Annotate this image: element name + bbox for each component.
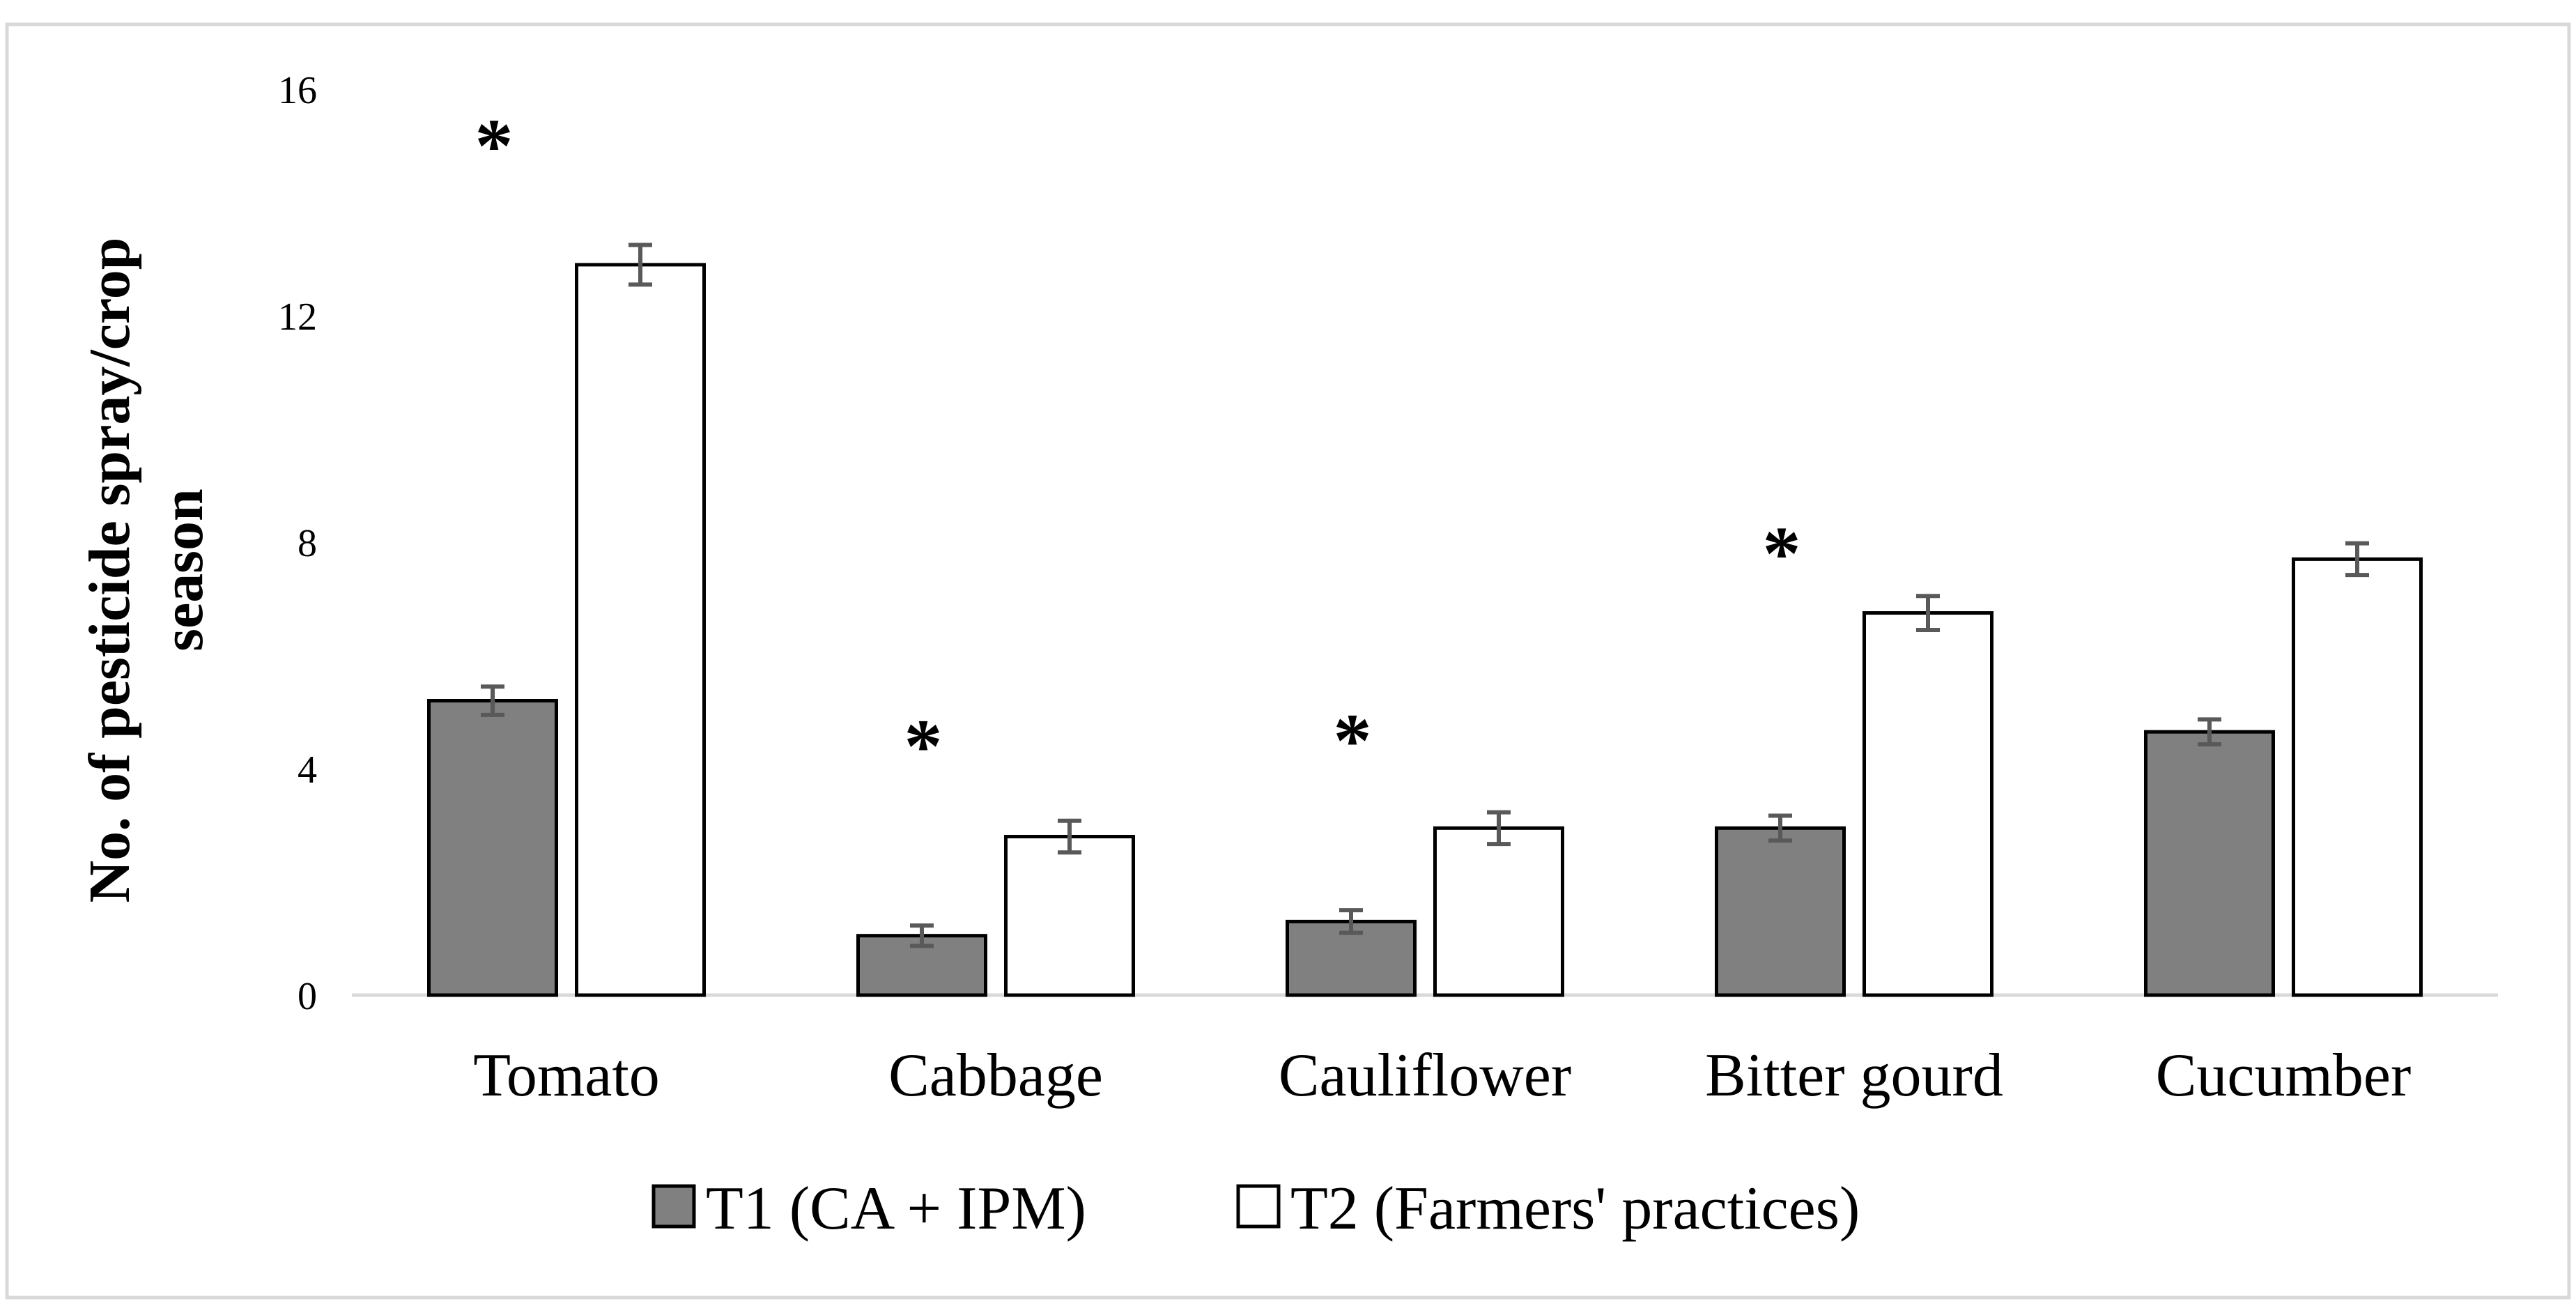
bar-t2 — [1004, 835, 1135, 997]
error-bar — [1339, 908, 1363, 935]
y-tick-label: 16 — [278, 69, 317, 112]
chart-frame — [5, 22, 2571, 1300]
bar-t1 — [427, 699, 558, 997]
significance-marks: * * * * — [475, 103, 1801, 788]
y-axis-title-line: No. of pesticide spray/crop — [77, 237, 142, 902]
y-axis-title: No. of pesticide spray/crop season — [77, 237, 215, 902]
x-axis-category-labels: Tomato Cabbage Cauliflower Bitter gourd Cucu… — [473, 1042, 2411, 1109]
y-tick-label: 0 — [298, 975, 317, 1018]
legend-swatch — [651, 1184, 696, 1229]
bar-t2 — [1433, 826, 1564, 997]
x-category-label: Cucumber — [2156, 1042, 2412, 1109]
error-bar — [1487, 810, 1511, 847]
error-bar — [910, 923, 934, 948]
x-category-label: Bitter gourd — [1705, 1042, 2003, 1109]
y-axis-title-line: season — [151, 489, 215, 651]
significance-asterisk: * — [1763, 511, 1801, 596]
significance-asterisk: * — [1334, 698, 1372, 783]
legend-item-t1: T1 (CA + IPM) — [651, 1175, 1086, 1243]
y-tick-label: 8 — [298, 522, 317, 565]
bar-t2 — [575, 263, 706, 997]
legend-item-t2: T2 (Farmers' practices) — [1236, 1175, 1860, 1243]
y-tick-label: 4 — [298, 748, 317, 792]
error-bar — [1058, 818, 1081, 855]
legend-label: T2 (Farmers' practices) — [1290, 1175, 1860, 1243]
legend-label: T1 (CA + IPM) — [706, 1175, 1086, 1243]
error-bar — [2198, 717, 2221, 747]
significance-asterisk: * — [904, 703, 943, 788]
significance-asterisk: * — [475, 103, 514, 188]
bar-t1 — [1715, 826, 1846, 997]
x-category-label: Cauliflower — [1279, 1042, 1571, 1109]
x-category-label: Tomato — [473, 1042, 660, 1109]
bar-t1 — [2144, 730, 2275, 997]
bars — [427, 263, 2423, 997]
x-category-label: Cabbage — [888, 1042, 1103, 1109]
legend-swatch — [1236, 1184, 1281, 1229]
error-bar — [1768, 813, 1792, 843]
y-tick-label: 12 — [278, 295, 317, 339]
error-bar — [1916, 594, 1940, 632]
error-bar — [628, 243, 652, 287]
bar-t2 — [1862, 611, 1993, 997]
error-bars — [481, 243, 2369, 948]
error-bar — [481, 684, 504, 717]
y-axis-ticks: 0 4 8 12 16 — [278, 69, 317, 1018]
error-bar — [2345, 541, 2369, 578]
legend: T1 (CA + IPM) T2 (Farmers' practices) — [651, 1175, 1860, 1243]
bar-t2 — [2292, 557, 2423, 997]
